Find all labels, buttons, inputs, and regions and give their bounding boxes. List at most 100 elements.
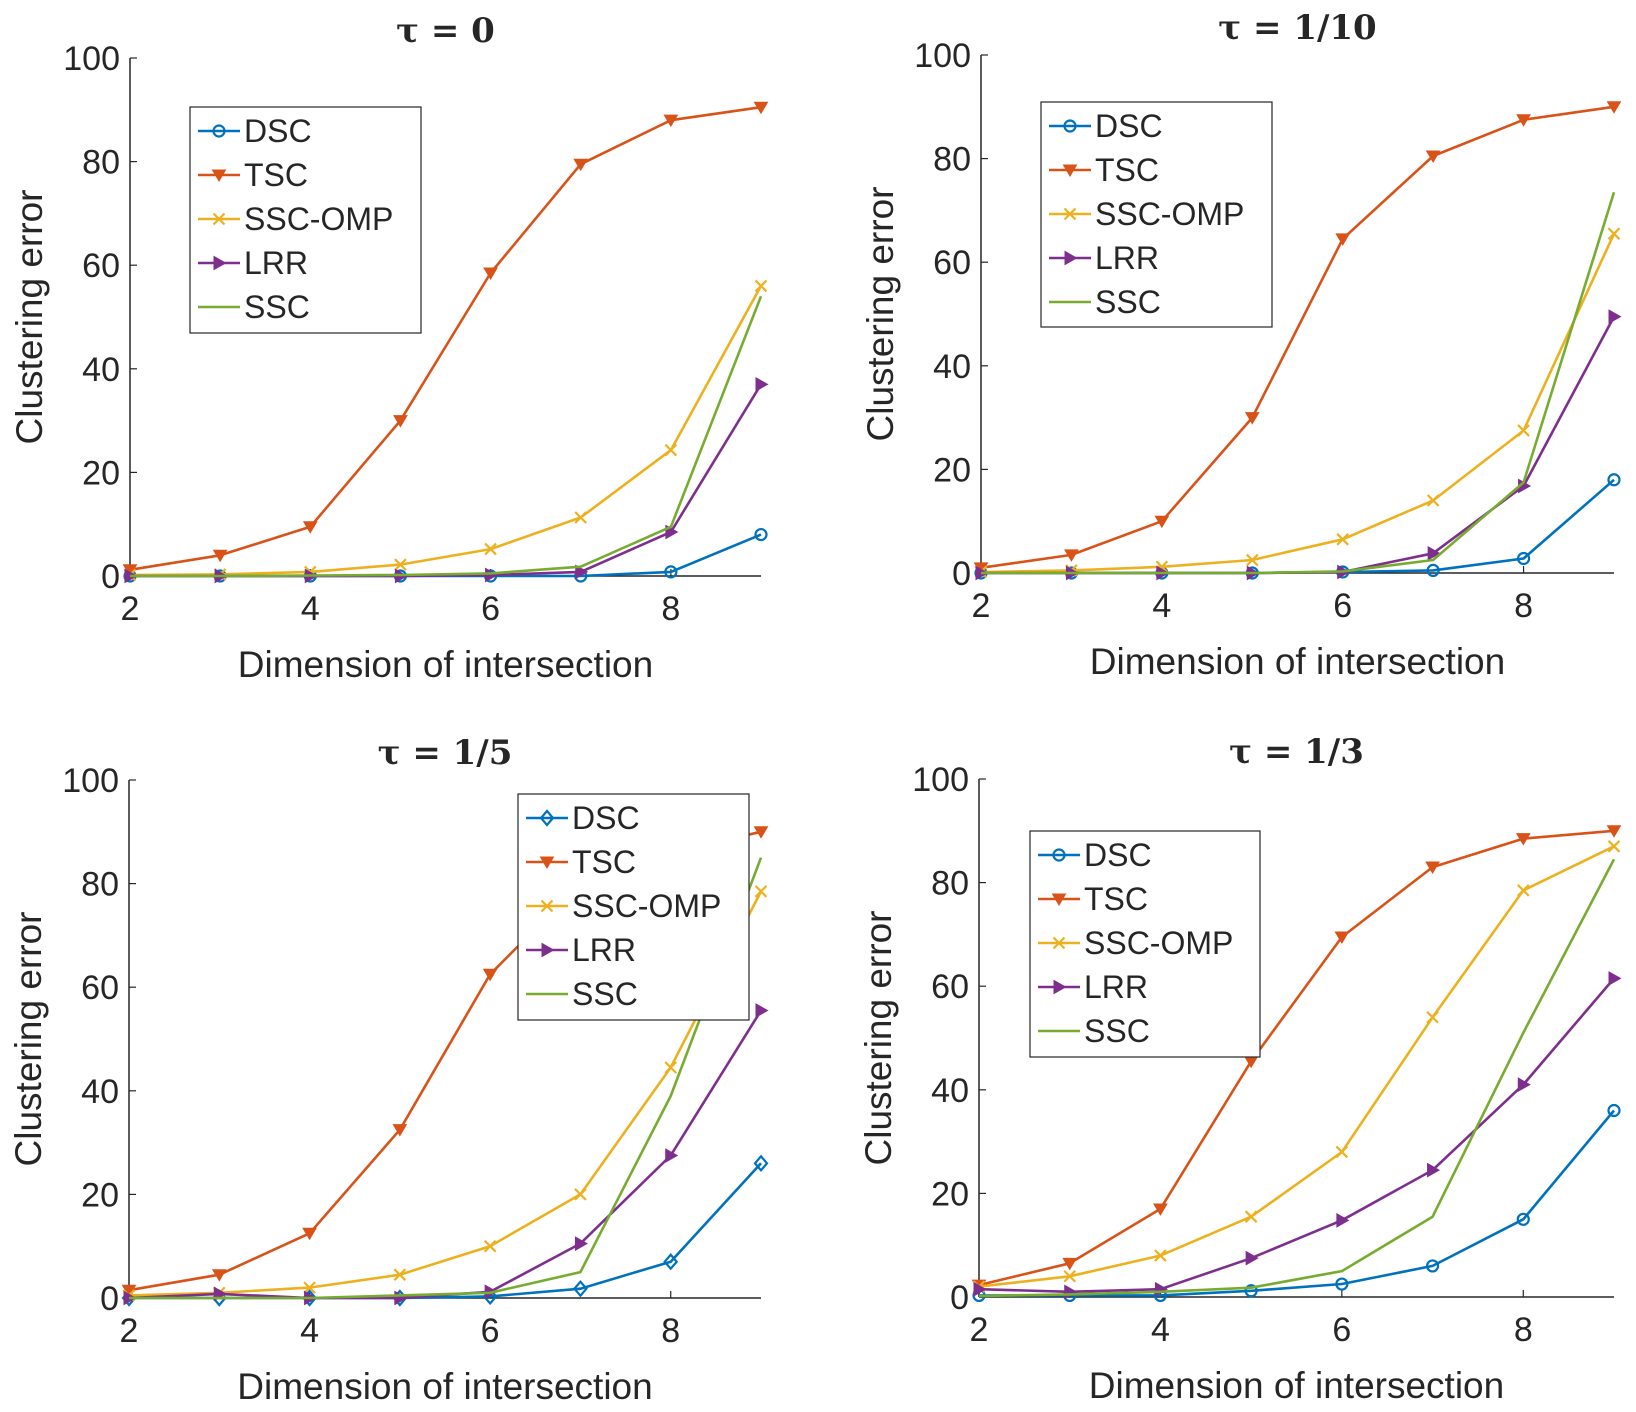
x-tick-label: 8 — [661, 590, 680, 628]
x-tick-label: 4 — [1151, 1311, 1170, 1349]
x-axis-label: Dimension of intersection — [238, 644, 653, 685]
data-point-tsc — [663, 114, 679, 128]
data-point-tsc — [1153, 1203, 1168, 1216]
legend-label-lrr: LRR — [572, 932, 636, 968]
data-point-tsc — [1515, 833, 1531, 846]
data-point-ssc-omp — [393, 1268, 407, 1281]
legend-marker-dsc — [1052, 848, 1066, 862]
data-point-lrr — [1427, 1162, 1441, 1178]
data-point-tsc — [753, 101, 769, 115]
series-line-tsc — [978, 829, 1615, 1287]
y-tick-label: 0 — [101, 558, 120, 596]
data-point-lrr — [485, 567, 499, 583]
legend-marker-ssc-omp — [1063, 207, 1077, 221]
x-tick-label: 8 — [661, 1312, 680, 1350]
series-line-tsc — [129, 105, 762, 572]
data-point-lrr — [755, 1003, 769, 1018]
legend-marker-lrr — [541, 942, 555, 958]
data-point-dsc — [663, 1253, 679, 1271]
legend-label-ssc-omp: SSC-OMP — [1084, 925, 1233, 961]
y-tick-label: 60 — [81, 969, 119, 1007]
y-tick-label: 40 — [933, 348, 971, 386]
legend-label-ssc: SSC — [244, 289, 310, 325]
legend: DSC TSC SSC-OMP LRR SSC — [1029, 830, 1261, 1058]
data-point-ssc-omp — [754, 885, 768, 898]
data-point-lrr — [1245, 1250, 1259, 1266]
data-point-tsc — [1334, 931, 1350, 944]
legend-marker-ssc-omp — [540, 899, 554, 913]
x-tick-label: 4 — [300, 1312, 319, 1350]
data-point-ssc-omp — [1063, 1270, 1076, 1283]
data-point-dsc — [664, 565, 678, 579]
x-axis-label: Dimension of intersection — [237, 1366, 652, 1407]
y-tick-label: 60 — [931, 968, 969, 1006]
x-tick-label: 2 — [120, 1312, 139, 1350]
data-point-ssc-omp — [1426, 1011, 1439, 1024]
legend-marker-lrr — [1064, 250, 1078, 266]
series-line-dsc — [979, 1109, 1615, 1297]
series-line-ssc-omp — [978, 845, 1615, 1288]
legend-marker-ssc-omp — [212, 212, 226, 226]
legend-marker-dsc — [539, 809, 555, 827]
data-point-ssc-omp — [1426, 494, 1440, 507]
legend-marker-dsc — [1063, 119, 1077, 133]
y-axis-label: Clustering error — [8, 912, 49, 1167]
data-point-tsc — [1243, 1055, 1259, 1069]
legend-label-ssc-omp: SSC-OMP — [1095, 196, 1244, 232]
data-point-ssc-omp — [303, 1281, 316, 1294]
data-point-tsc — [1606, 825, 1622, 838]
y-tick-label: 100 — [62, 762, 119, 800]
data-point-ssc-omp — [664, 1061, 677, 1074]
data-point-tsc — [1064, 549, 1079, 562]
data-point-tsc — [302, 1227, 317, 1241]
legend-label-lrr: LRR — [1095, 240, 1159, 276]
data-point-ssc-omp — [664, 443, 678, 457]
y-tick-label: 0 — [950, 1279, 969, 1317]
y-tick-label: 80 — [81, 866, 119, 904]
y-tick-label: 20 — [81, 1176, 119, 1214]
legend-label-tsc: TSC — [1084, 881, 1148, 917]
x-axis-label: Dimension of intersection — [1089, 1365, 1504, 1406]
data-point-tsc — [1062, 1257, 1078, 1271]
legend-label-dsc: DSC — [1095, 108, 1163, 144]
x-tick-label: 4 — [1152, 587, 1171, 625]
y-tick-label: 80 — [931, 865, 969, 903]
data-point-dsc — [1607, 1103, 1621, 1118]
y-tick-label: 20 — [933, 451, 971, 489]
series-line-lrr — [978, 977, 1615, 1294]
legend-marker-tsc — [1062, 164, 1078, 177]
x-tick-label: 2 — [121, 590, 140, 628]
legend-marker-dsc — [212, 124, 226, 138]
y-tick-label: 100 — [914, 37, 971, 75]
data-point-dsc — [754, 527, 768, 542]
y-tick-label: 80 — [933, 141, 971, 179]
data-point-dsc — [1516, 1212, 1530, 1226]
y-axis-label: Clustering error — [858, 911, 899, 1166]
data-point-tsc — [1606, 101, 1622, 114]
x-tick-label: 6 — [481, 590, 500, 628]
data-point-ssc-omp — [574, 1188, 587, 1201]
x-tick-label: 4 — [301, 590, 320, 628]
data-point-ssc-omp — [1517, 424, 1530, 437]
y-tick-label: 40 — [82, 351, 120, 389]
data-point-dsc — [1426, 563, 1440, 578]
data-point-tsc — [1425, 150, 1441, 163]
data-point-dsc — [1335, 1277, 1349, 1291]
y-tick-label: 40 — [81, 1073, 119, 1111]
chart-title: τ = 1/5 — [378, 733, 513, 773]
data-point-tsc — [1244, 412, 1260, 425]
x-tick-label: 6 — [481, 1312, 500, 1350]
y-tick-label: 60 — [82, 247, 120, 285]
data-point-lrr — [973, 1281, 987, 1297]
legend-marker-lrr — [1053, 979, 1067, 995]
data-point-lrr — [1336, 1212, 1350, 1228]
data-point-tsc — [393, 415, 408, 428]
y-tick-label: 0 — [100, 1280, 119, 1318]
legend-label-ssc-omp: SSC-OMP — [572, 888, 721, 924]
data-point-lrr — [1608, 971, 1622, 986]
data-point-ssc-omp — [1607, 840, 1621, 853]
data-point-tsc — [1335, 233, 1351, 246]
y-tick-label: 0 — [952, 555, 971, 593]
